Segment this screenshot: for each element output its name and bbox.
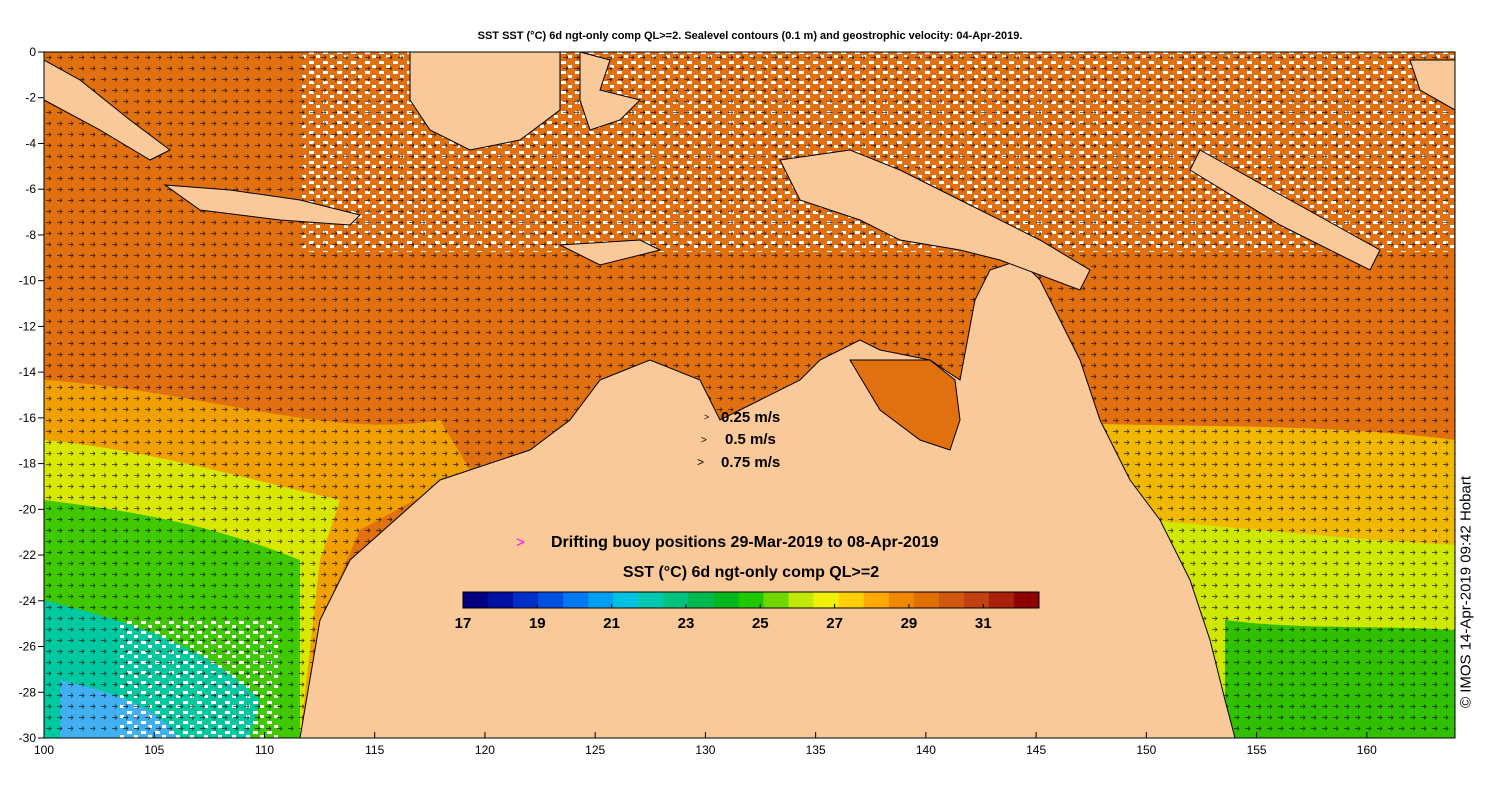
velocity-label-medium: 0.5 m/s (725, 431, 776, 448)
x-tick-label: 125 (585, 743, 605, 757)
colorbar-tick-label: 31 (975, 615, 992, 632)
velocity-arrow-small: > (704, 412, 709, 422)
colorbar-swatch (588, 592, 614, 608)
colorbar-swatch (463, 592, 489, 608)
colorbar-swatch (963, 592, 990, 608)
x-tick-label: 120 (475, 743, 495, 757)
island-northeast (1409, 59, 1455, 111)
x-tick-label: 155 (1247, 743, 1267, 757)
colorbar-swatch (763, 592, 790, 608)
colorbar-swatch (638, 592, 664, 608)
solomon-islands (1189, 149, 1381, 271)
colorbar-tick-label: 25 (752, 615, 769, 632)
x-axis: 100 105 110 115 120 125 130 135 140 145 150 155 160 (34, 732, 1377, 757)
colorbar-title: SST (°C) 6d ngt-only comp QL>=2 (623, 564, 879, 581)
colorbar-swatch (488, 592, 514, 608)
colorbar-tick-label: 23 (678, 615, 695, 632)
colorbar-swatch (713, 592, 739, 608)
velocity-arrow-large: > (697, 455, 704, 469)
new-guinea (779, 149, 1091, 291)
colorbar-swatch (988, 592, 1015, 608)
y-tick-label: -12 (19, 319, 37, 333)
colorbar-frame (462, 591, 1040, 609)
y-tick-label: -2 (25, 91, 36, 105)
x-tick-label: 110 (255, 743, 274, 757)
x-tick-label: 145 (1026, 743, 1046, 757)
y-tick-label: -30 (19, 731, 37, 745)
x-tick-label: 160 (1357, 743, 1377, 757)
colorbar-swatch (813, 592, 840, 608)
velocity-label-large: 0.75 m/s (721, 454, 780, 471)
borneo (409, 52, 561, 151)
velocity-label-small: 0.25 m/s (721, 409, 780, 426)
x-tick-label: 135 (806, 743, 826, 757)
map-title: SST SST (°C) 6d ngt-only comp QL>=2. Sea… (477, 30, 1023, 42)
y-tick-label: -6 (25, 182, 36, 196)
y-tick-label: -8 (25, 228, 36, 242)
sst-colorbar (463, 592, 1040, 608)
colorbar-swatch (513, 592, 539, 608)
colorbar-swatch (1013, 592, 1040, 608)
y-tick-label: -22 (19, 548, 37, 562)
y-tick-label: -16 (19, 411, 37, 425)
y-tick-label: -24 (19, 594, 37, 608)
velocity-arrow-medium: > (701, 435, 707, 446)
gulf-of-carpentaria (849, 359, 961, 451)
x-tick-label: 140 (916, 743, 936, 757)
colorbar-swatch (688, 592, 714, 608)
plot-frame (43, 51, 1456, 739)
y-tick-label: -10 (19, 274, 37, 288)
colorbar-swatch (863, 592, 890, 608)
y-tick-label: -20 (19, 502, 37, 516)
colorbar-swatch (913, 592, 940, 608)
x-tick-label: 150 (1136, 743, 1156, 757)
colorbar-swatch (788, 592, 815, 608)
y-tick-label: -26 (19, 640, 37, 654)
colorbar-tick-label: 27 (826, 615, 843, 632)
colorbar-swatch (663, 592, 689, 608)
y-tick-label: -28 (19, 685, 37, 699)
sulawesi (579, 52, 641, 131)
y-tick-label: -14 (19, 365, 37, 379)
x-tick-label: 115 (365, 743, 384, 757)
colorbar-swatch (613, 592, 639, 608)
x-tick-label: 100 (34, 743, 54, 757)
x-tick-label: 130 (695, 743, 715, 757)
timor (558, 239, 662, 266)
x-tick-label: 105 (144, 743, 164, 757)
colorbar-swatch (838, 592, 865, 608)
colorbar-tick-label: 29 (901, 615, 918, 632)
map-plot-area (44, 52, 1455, 738)
colorbar-swatch (738, 592, 765, 608)
colorbar-swatch (888, 592, 915, 608)
colorbar-swatch (563, 592, 589, 608)
colorbar-tick-label: 21 (603, 615, 620, 632)
y-axis: 0 -2 -4 -6 -8 -10 -12 -14 -16 -18 -20 -22 -24 -26 -28 -… (19, 45, 44, 745)
colorbar-swatch (538, 592, 564, 608)
velocity-legend: > 0.25 m/s > 0.5 m/s > 0.75 m/s (697, 409, 780, 471)
java (163, 184, 361, 226)
colorbar-tick-labels: 17 19 21 23 25 27 29 31 (455, 604, 992, 632)
y-tick-label: -18 (19, 457, 37, 471)
buoy-marker-icon: > (516, 534, 525, 551)
y-tick-label: -4 (25, 136, 36, 150)
sumatra (44, 59, 171, 161)
colorbar-tick-label: 17 (455, 615, 472, 632)
y-tick-label: 0 (29, 45, 36, 59)
colorbar-swatch (938, 592, 965, 608)
buoy-legend-label: Drifting buoy positions 29-Mar-2019 to 0… (551, 534, 939, 551)
imos-stamp: © IMOS 14-Apr-2019 09:42 Hobart (1457, 475, 1475, 709)
colorbar-tick-label: 19 (529, 615, 546, 632)
